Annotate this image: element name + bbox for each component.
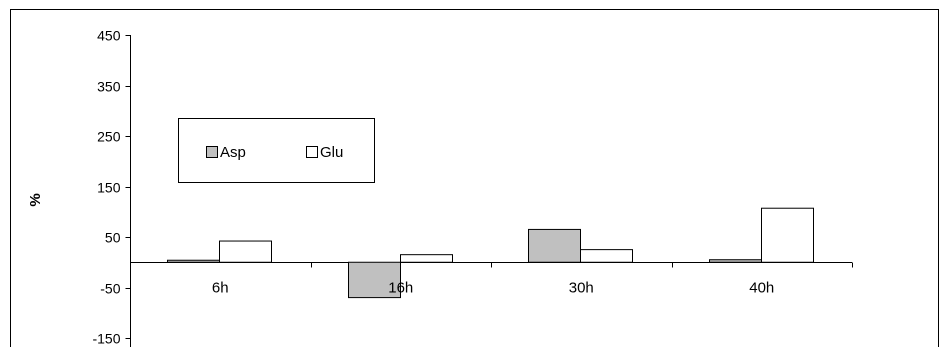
category-label: 6h	[212, 279, 229, 296]
bar-asp-40h	[709, 259, 762, 263]
category-labels: 6h 16h 30h 40h	[212, 279, 774, 296]
bar-asp-30h	[528, 228, 581, 263]
y-tick-label: 150	[97, 180, 121, 196]
bar-glu-6h	[219, 240, 272, 263]
bar-glu-30h	[580, 249, 633, 263]
y-axis: 450 350 250 150 50 -50 -150	[92, 28, 131, 347]
y-tick-label: -150	[92, 331, 120, 347]
legend-swatch-asp	[206, 146, 218, 158]
category-label: 30h	[569, 279, 594, 296]
legend-swatch-glu	[306, 146, 318, 158]
y-tick-label: 50	[105, 230, 121, 246]
category-label: 16h	[388, 279, 413, 296]
category-label: 40h	[749, 279, 774, 296]
chart-frame	[10, 9, 939, 347]
y-tick-label: -50	[100, 281, 120, 297]
bars	[167, 207, 814, 299]
bar-asp-16h	[348, 261, 401, 299]
legend: Asp Glu	[178, 118, 375, 183]
y-tick-label: 350	[97, 79, 121, 95]
y-tick-label: 250	[97, 129, 121, 145]
bar-asp-6h	[167, 259, 220, 263]
legend-label-glu: Glu	[320, 144, 343, 161]
bar-glu-16h	[400, 254, 453, 263]
y-axis-label: %	[27, 193, 44, 206]
legend-label-asp: Asp	[220, 144, 246, 161]
bar-glu-40h	[761, 207, 814, 263]
y-tick-label: 450	[97, 28, 121, 44]
